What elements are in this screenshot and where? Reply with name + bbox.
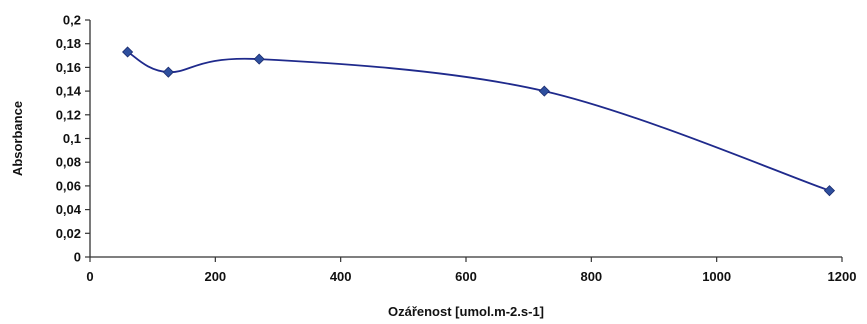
y-tick-label: 0 — [74, 250, 81, 265]
x-tick-label: 600 — [455, 269, 477, 284]
y-axis-title: Absorbance — [10, 101, 25, 176]
y-tick-label: 0,06 — [56, 178, 81, 193]
series-line — [127, 51, 830, 192]
x-tick-label: 400 — [330, 269, 352, 284]
y-tick-label: 0,08 — [56, 155, 81, 170]
data-markers — [122, 46, 836, 197]
x-tick-label: 1000 — [702, 269, 731, 284]
x-tick-label: 800 — [580, 269, 602, 284]
y-tick-label: 0,16 — [56, 60, 81, 75]
x-tick-label: 0 — [86, 269, 93, 284]
y-axis-ticks: 0 0,02 0,04 0,06 0,08 0,1 0,12 0,14 0,16 0,18 0,2 — [56, 13, 90, 265]
x-tick-label: 200 — [204, 269, 226, 284]
data-point-marker — [253, 53, 265, 65]
x-tick-label: 1200 — [828, 269, 857, 284]
y-tick-label: 0,12 — [56, 107, 81, 122]
data-point-marker — [823, 185, 836, 197]
x-axis-title: Ozářenost [umol.m-2.s-1] — [388, 304, 544, 319]
x-axis-ticks: 0 200 400 600 800 1000 1200 — [86, 257, 856, 284]
series — [127, 51, 830, 192]
data-point-marker — [122, 46, 134, 58]
axes — [89, 20, 842, 258]
y-tick-label: 0,1 — [63, 131, 81, 146]
y-tick-label: 0,18 — [56, 36, 81, 51]
data-point-marker — [538, 85, 550, 97]
y-tick-label: 0,14 — [56, 84, 82, 99]
data-point-marker — [162, 66, 174, 78]
y-tick-label: 0,2 — [63, 13, 81, 28]
y-tick-label: 0,04 — [56, 202, 82, 217]
y-tick-label: 0,02 — [56, 226, 81, 241]
